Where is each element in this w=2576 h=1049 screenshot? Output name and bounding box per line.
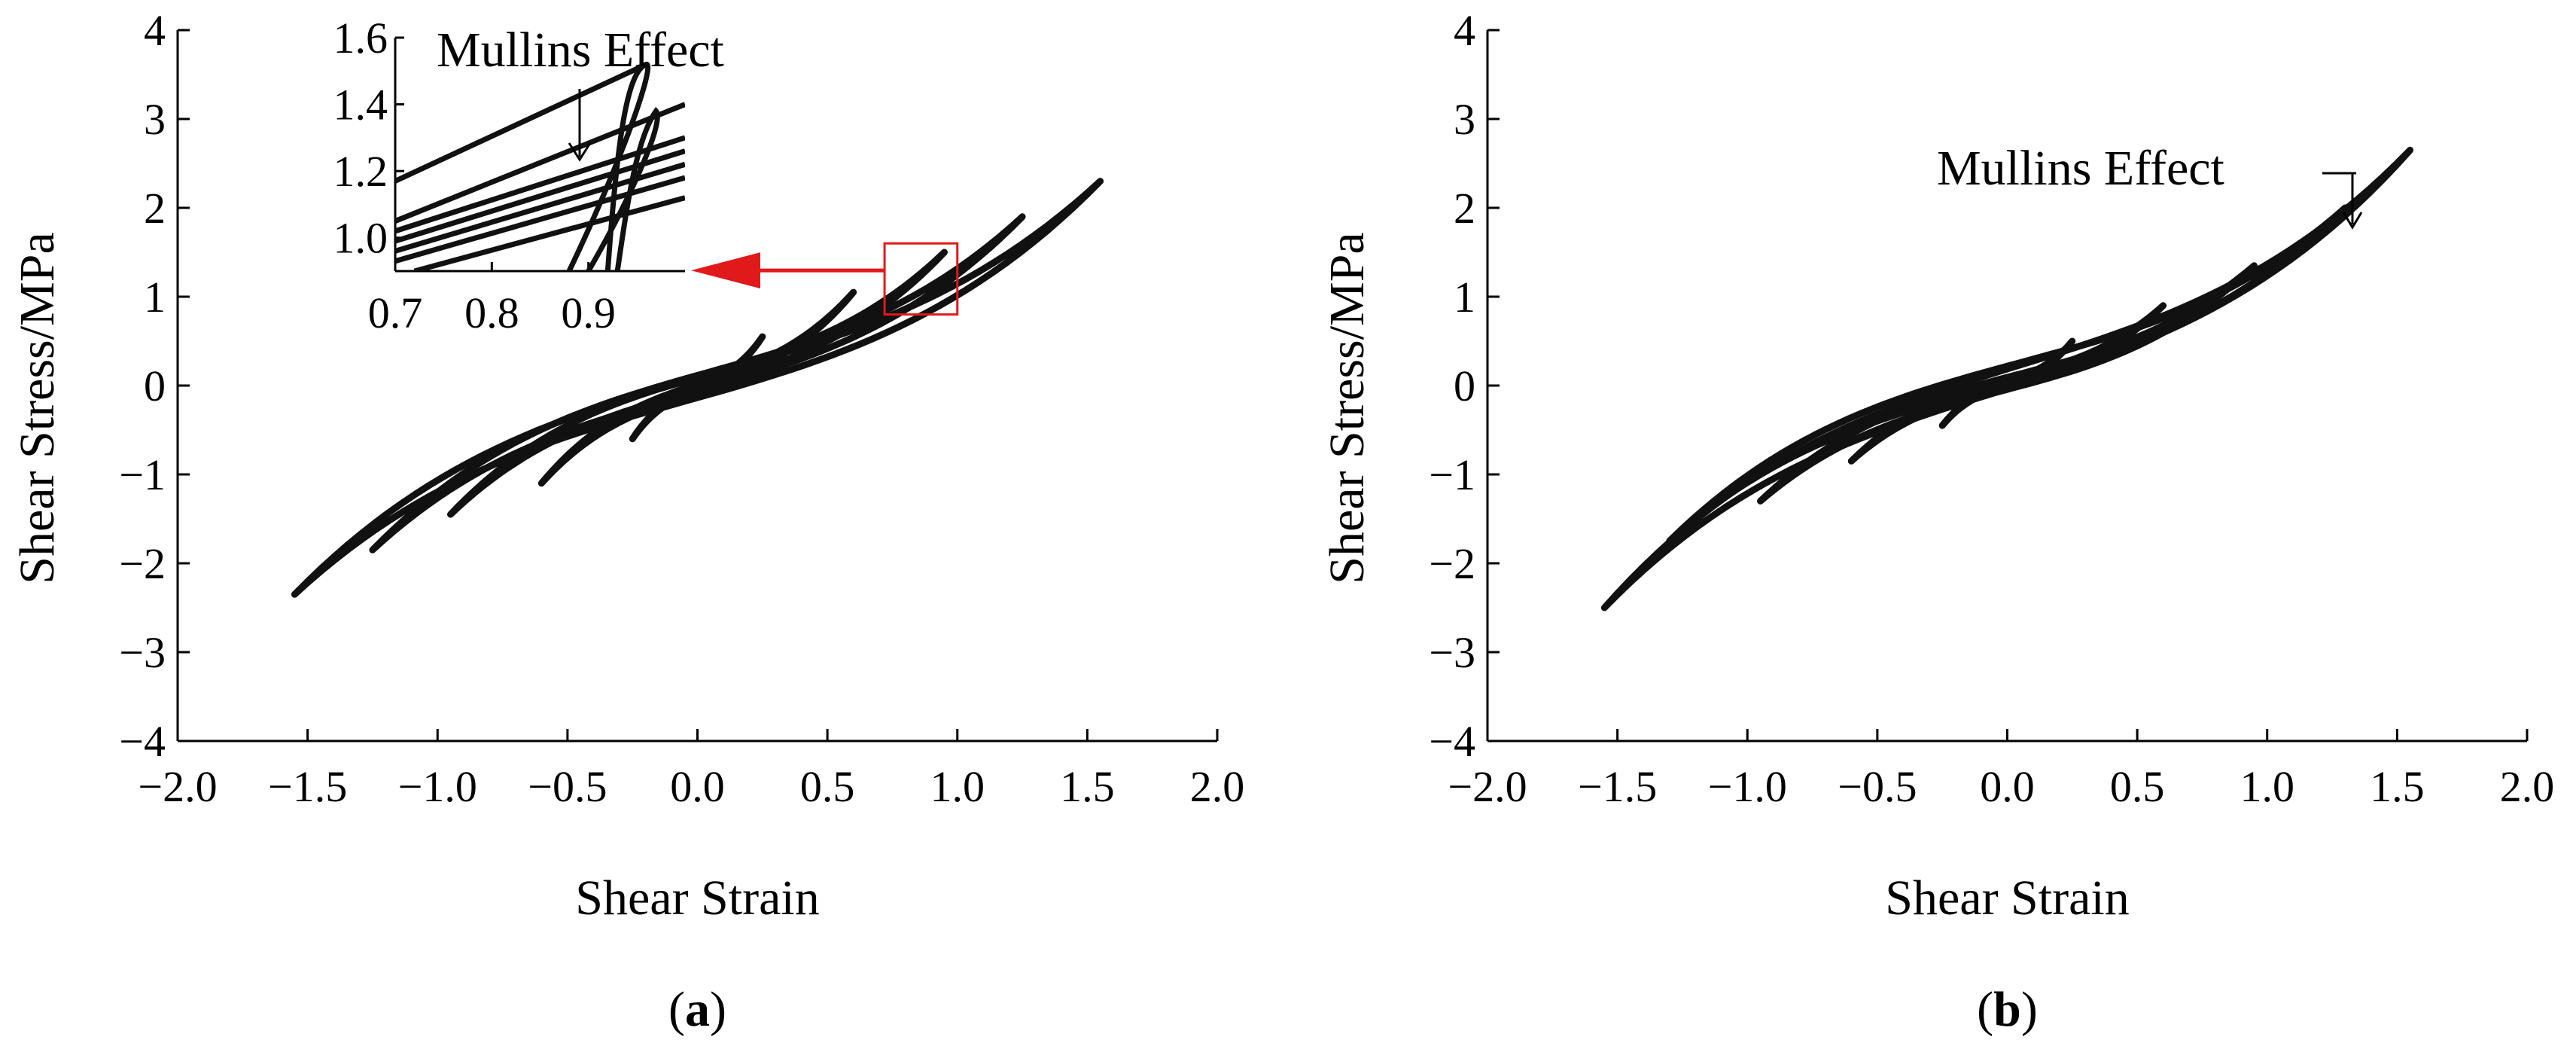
x-axis-title: Shear Strain — [1885, 871, 2129, 925]
x-tick-label: 0.5 — [800, 762, 855, 811]
annotation-arrowhead — [2342, 212, 2363, 230]
x-tick-label: −2.0 — [138, 762, 217, 811]
inset-y-tick-label: 1.2 — [333, 147, 388, 196]
x-tick-label: −1.0 — [1708, 762, 1787, 811]
y-tick-label: 4 — [144, 6, 166, 55]
inset-loop-tip-2 — [586, 106, 660, 271]
inset-loop-tip-1 — [566, 61, 651, 271]
red-arrow-head — [691, 252, 760, 289]
annotation-arrowhead — [568, 142, 592, 162]
x-tick-label: 1.0 — [2240, 762, 2295, 811]
highlight-box — [883, 242, 959, 316]
inset-lines — [395, 61, 685, 271]
y-tick-label: 2 — [144, 184, 166, 233]
y-tick-label: −2 — [1429, 539, 1475, 588]
y-tick-label: −4 — [119, 717, 166, 766]
y-tick-label: 1 — [1454, 273, 1475, 322]
x-tick-label: −0.5 — [1838, 762, 1917, 811]
y-tick-label: 2 — [1454, 184, 1475, 233]
x-tick-label: 1.5 — [2370, 762, 2425, 811]
inset-y-tick-label: 1.6 — [333, 14, 388, 63]
annotation-mullins-effect: Mullins Effect — [1937, 141, 2224, 196]
x-axis-title: Shear Strain — [575, 871, 819, 925]
y-tick-label: 4 — [1454, 6, 1475, 55]
x-tick-label: −1.5 — [1578, 762, 1657, 811]
x-tick-label: 1.5 — [1060, 762, 1115, 811]
inset-x-tick-label: 0.9 — [561, 288, 616, 337]
x-tick-label: 0.5 — [2110, 762, 2165, 811]
x-tick-label: 2.0 — [1190, 762, 1245, 811]
x-tick-label: −1.5 — [268, 762, 347, 811]
panel-label: (b) — [1977, 982, 2038, 1037]
x-tick-label: −0.5 — [528, 762, 607, 811]
y-tick-label: −1 — [119, 450, 166, 499]
y-tick-label: 3 — [1454, 95, 1475, 144]
y-tick-label: −3 — [119, 628, 166, 677]
y-tick-label: 1 — [144, 273, 166, 322]
x-tick-label: 0.0 — [670, 762, 725, 811]
inset-x-tick-label: 0.7 — [368, 288, 423, 337]
x-tick-label: 1.0 — [930, 762, 985, 811]
inset-curve-2 — [395, 102, 685, 224]
x-tick-label: −1.0 — [398, 762, 477, 811]
panel-b-chart: 4 3 2 1 0 −1 −2 −3 −4−2.0 −1.5 −1.0 −0.5 0.0 0.5 1.0 1.… — [1320, 6, 2554, 1037]
x-tick-label: 0.0 — [1980, 762, 2035, 811]
x-tick-label: 2.0 — [2500, 762, 2555, 811]
y-tick-label: 0 — [144, 361, 166, 410]
inset-x-tick-label: 0.8 — [464, 288, 519, 337]
inset-curve-6 — [395, 175, 685, 264]
series-loop-5 — [1600, 146, 2414, 611]
inset-y-tick-label: 1.0 — [333, 214, 388, 263]
inset-curve-1 — [395, 62, 648, 184]
x-tick-label: −2.0 — [1448, 762, 1527, 811]
inset-y-tick-label: 1.4 — [333, 81, 388, 130]
y-tick-label: 3 — [144, 95, 166, 144]
y-axis-title: Shear Stress/MPa — [10, 232, 65, 584]
y-tick-label: −1 — [1429, 450, 1475, 499]
y-tick-label: 0 — [1454, 361, 1475, 410]
inset-curve-7 — [413, 195, 685, 271]
y-tick-label: −3 — [1429, 628, 1475, 677]
y-tick-label: −4 — [1429, 717, 1475, 766]
series-loop-5 — [291, 178, 1104, 598]
panel-a-chart: 4 3 2 1 0 −1 −2 −3 −4−2.0 −1.5 −1.0 −0.5 0.0 0.5 1.0 1.… — [10, 6, 1244, 1037]
y-tick-label: −2 — [119, 539, 166, 588]
annotation-mullins-effect: Mullins Effect — [437, 23, 724, 78]
panel-label: (a) — [668, 982, 726, 1037]
y-axis-title: Shear Stress/MPa — [1320, 232, 1375, 584]
